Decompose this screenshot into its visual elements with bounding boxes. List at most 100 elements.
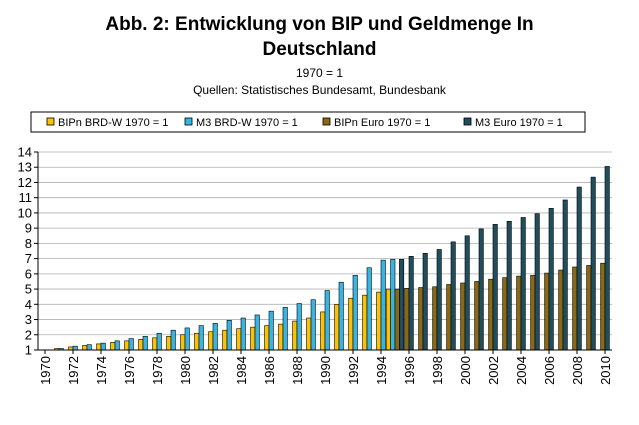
bar-4-1995 [399,259,405,351]
bar-1-1981 [194,332,200,351]
y-tick-label: 9 [25,221,32,236]
bar-2-1994 [380,259,386,351]
bar-1-1987 [278,323,284,351]
legend-label-1: BIPn BRD-W 1970 = 1 [58,117,168,129]
x-tick-label: 1976 [122,356,137,385]
legend-box [30,111,586,133]
legend-label-3: BIPn Euro 1970 = 1 [334,117,430,129]
bar-2-1992 [352,275,358,351]
bar-1-1986 [264,325,270,351]
bar-3-1998 [432,286,438,351]
bar-3-2000 [460,282,466,351]
bar-1-1988 [292,320,298,351]
bar-1-1982 [208,331,214,351]
y-tick-label: 12 [18,175,32,190]
bar-2-1977 [142,335,148,351]
legend-label-4: M3 Euro 1970 = 1 [475,117,563,129]
bar-2-1978 [156,332,162,351]
bar-2-1979 [170,329,176,351]
bar-4-2009 [590,176,596,351]
y-tick-label: 2 [25,327,32,342]
bar-4-1996 [408,256,414,351]
bar-1-1974 [96,343,102,351]
bar-2-1974 [100,342,106,351]
x-tick-label: 1980 [178,356,193,385]
legend-swatch-1 [46,117,55,126]
legend-swatch-2 [184,117,193,126]
bar-1-1995 [385,288,391,351]
x-tick-label: 2002 [486,356,501,385]
x-tick-label: 2006 [542,356,557,385]
chart-title-line1: Abb. 2: Entwicklung von BIP und Geldmeng… [105,14,534,35]
bar-4-2005 [534,213,540,351]
bar-4-1997 [422,252,428,351]
x-tick-label: 1992 [346,356,361,385]
bar-1-1973 [82,345,88,351]
bar-3-1995 [394,288,400,351]
bar-2-1991 [338,281,344,351]
bar-1-1977 [138,339,144,351]
bar-1-1993 [362,294,368,351]
y-tick-label: 6 [25,266,32,281]
bar-4-2010 [604,166,610,351]
bar-2-1975 [114,340,120,351]
bar-2-1989 [310,299,316,351]
bar-4-2000 [464,235,470,351]
bar-3-2009 [586,265,592,351]
y-tick-label: 11 [19,190,33,205]
y-tick-label: 4 [25,297,32,312]
y-tick-label: 8 [25,236,32,251]
bar-1-1989 [306,317,312,351]
x-tick-label: 1998 [430,356,445,385]
y-tick-label: 10 [18,205,32,220]
bar-2-1980 [184,327,190,351]
bar-1-1992 [348,297,354,351]
bar-2-1981 [198,325,204,351]
bar-2-1976 [128,338,134,351]
bar-4-1998 [436,249,442,351]
bar-1-1976 [124,340,130,351]
bar-1-1975 [110,342,116,351]
x-tick-label: 1978 [150,356,165,385]
bar-3-2006 [544,272,550,351]
bar-2-1995 [390,259,396,351]
bar-2-1990 [324,290,330,351]
x-axis-ticks: 1970 1972 1974 1976 1978 1980 1982 1984 1986 1988… [38,350,613,385]
bar-4-2006 [548,208,554,351]
x-tick-label: 1982 [206,356,221,385]
bar-2-1985 [254,314,260,351]
bar-3-1997 [418,287,424,351]
x-tick-label: 1990 [318,356,333,385]
y-tick-label: 13 [18,160,32,175]
bar-3-2008 [572,266,578,351]
bar-1-1980 [180,334,186,351]
x-tick-label: 1996 [402,356,417,385]
bar-4-2003 [506,221,512,351]
x-tick-label: 1988 [290,356,305,385]
x-tick-label: 2004 [514,356,529,385]
legend-swatch-3 [322,117,331,126]
bar-1-1991 [334,304,340,351]
bar-1-1978 [152,337,158,351]
x-tick-label: 2000 [458,356,473,385]
y-tick-label: 7 [25,251,32,266]
bar-2-1984 [240,317,246,351]
x-tick-label: 1986 [262,356,277,385]
bar-4-2007 [562,199,568,351]
legend-swatch-4 [463,117,472,126]
bar-2-1987 [282,307,288,351]
bar-1-1990 [320,311,326,351]
x-tick-label: 1994 [374,356,389,385]
chart-source: Quellen: Statistisches Bundesamt, Bundes… [193,83,446,97]
bar-3-1999 [446,284,452,351]
bar-1-1985 [250,326,256,351]
bar-3-1996 [404,288,410,351]
bar-2-1972 [72,345,78,351]
chart-legend: BIPn BRD-W 1970 = 1 M3 BRD-W 1970 = 1 BIPn… [30,111,586,133]
bar-3-2007 [558,269,564,351]
bar-4-2008 [576,186,582,351]
bar-3-2002 [488,278,494,351]
bar-2-1986 [268,310,274,351]
